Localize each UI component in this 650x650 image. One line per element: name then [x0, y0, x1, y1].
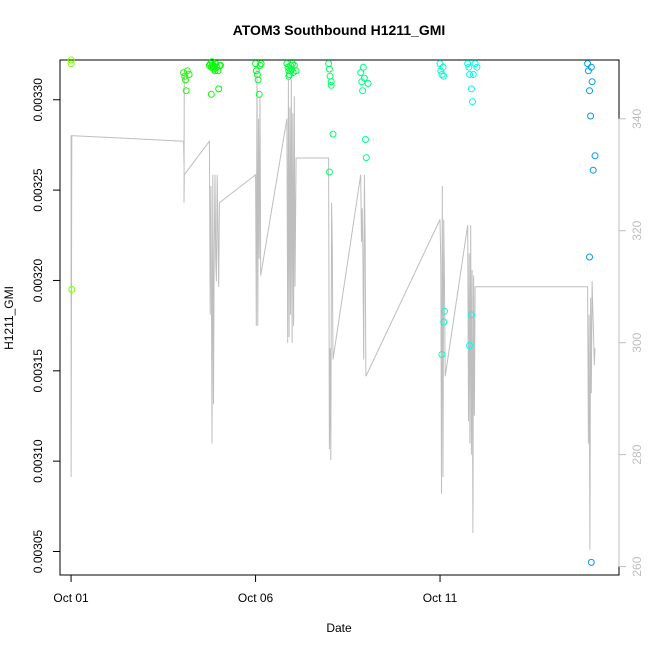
- data-point: [215, 85, 223, 93]
- data-point: [181, 72, 189, 80]
- line-series: [70, 68, 596, 550]
- data-point: [287, 67, 295, 75]
- data-point: [438, 71, 446, 78]
- data-point: [327, 81, 335, 89]
- y-tick-label: 0.00330: [31, 78, 45, 122]
- y2-tick-label: 260: [630, 556, 644, 576]
- y-axis-label: H1211_GMI: [2, 286, 16, 350]
- data-point: [254, 76, 262, 84]
- data-point: [464, 60, 472, 68]
- data-point: [207, 90, 215, 98]
- y-axis: 0.00305 0.00310 0.00315 0.00320 0.00325 0.003…: [31, 78, 61, 573]
- data-point: [471, 60, 479, 68]
- data-point: [467, 85, 475, 93]
- data-point: [289, 60, 296, 68]
- data-point: [441, 307, 448, 315]
- data-point: [589, 166, 597, 174]
- data-point: [439, 63, 447, 71]
- data-point: [473, 63, 481, 71]
- y2-tick-label: 320: [630, 220, 644, 240]
- data-point: [211, 67, 219, 75]
- data-point: [584, 60, 592, 68]
- y-tick-label: 0.00305: [31, 529, 45, 573]
- data-point: [185, 71, 193, 78]
- x-axis-label: Date: [326, 621, 352, 635]
- data-point: [255, 90, 263, 98]
- data-point: [253, 71, 261, 78]
- data-point: [364, 80, 372, 87]
- data-point: [325, 168, 333, 176]
- data-point: [67, 60, 75, 68]
- data-point: [466, 71, 474, 78]
- y-tick-label: 0.00315: [31, 349, 45, 393]
- x-tick-label: Oct 01: [53, 591, 89, 605]
- data-point: [182, 76, 189, 84]
- data-point: [327, 78, 335, 86]
- data-point: [362, 136, 369, 143]
- data-point: [359, 63, 367, 71]
- x-tick-label: Oct 11: [423, 591, 458, 605]
- x-axis: Oct 01 Oct 06 Oct 11: [53, 574, 458, 605]
- data-point: [183, 67, 191, 75]
- data-point: [437, 67, 445, 75]
- data-point: [362, 154, 370, 162]
- data-point: [586, 87, 593, 95]
- data-point: [591, 152, 599, 160]
- data-point: [256, 61, 264, 69]
- data-point: [586, 253, 593, 261]
- chart-title: ATOM3 Southbound H1211_GMI: [233, 22, 446, 38]
- y2-tick-label: 300: [630, 332, 644, 352]
- data-point: [67, 56, 75, 64]
- data-point: [440, 72, 448, 80]
- data-point: [465, 63, 473, 71]
- data-point: [587, 63, 595, 71]
- y-tick-label: 0.00325: [31, 168, 45, 212]
- data-point: [467, 311, 475, 319]
- y2-axis: 260 280 300 320 340: [618, 108, 644, 577]
- y-tick-label: 0.00320: [31, 258, 45, 302]
- data-point: [469, 71, 477, 78]
- data-point: [357, 69, 365, 77]
- data-point: [466, 342, 474, 349]
- y2-tick-label: 340: [630, 108, 644, 128]
- data-point: [360, 74, 368, 82]
- data-point: [287, 61, 295, 69]
- data-point: [329, 130, 337, 138]
- x-tick-label: Oct 06: [238, 591, 274, 605]
- data-point: [257, 60, 265, 68]
- data-point: [469, 98, 476, 106]
- data-point: [438, 351, 446, 358]
- data-point: [217, 61, 224, 69]
- data-point: [325, 65, 333, 73]
- data-point: [587, 558, 595, 566]
- scatter-series: [67, 56, 599, 566]
- data-point: [587, 112, 595, 120]
- data-point: [252, 67, 260, 75]
- data-point: [68, 286, 76, 293]
- data-point: [325, 60, 333, 68]
- data-point: [182, 87, 190, 95]
- y2-tick-label: 280: [630, 444, 644, 464]
- data-point: [440, 318, 448, 326]
- data-point: [359, 87, 367, 95]
- data-point: [588, 78, 596, 86]
- series-line: [70, 68, 596, 550]
- data-point: [209, 63, 217, 71]
- y-tick-label: 0.00310: [31, 439, 45, 483]
